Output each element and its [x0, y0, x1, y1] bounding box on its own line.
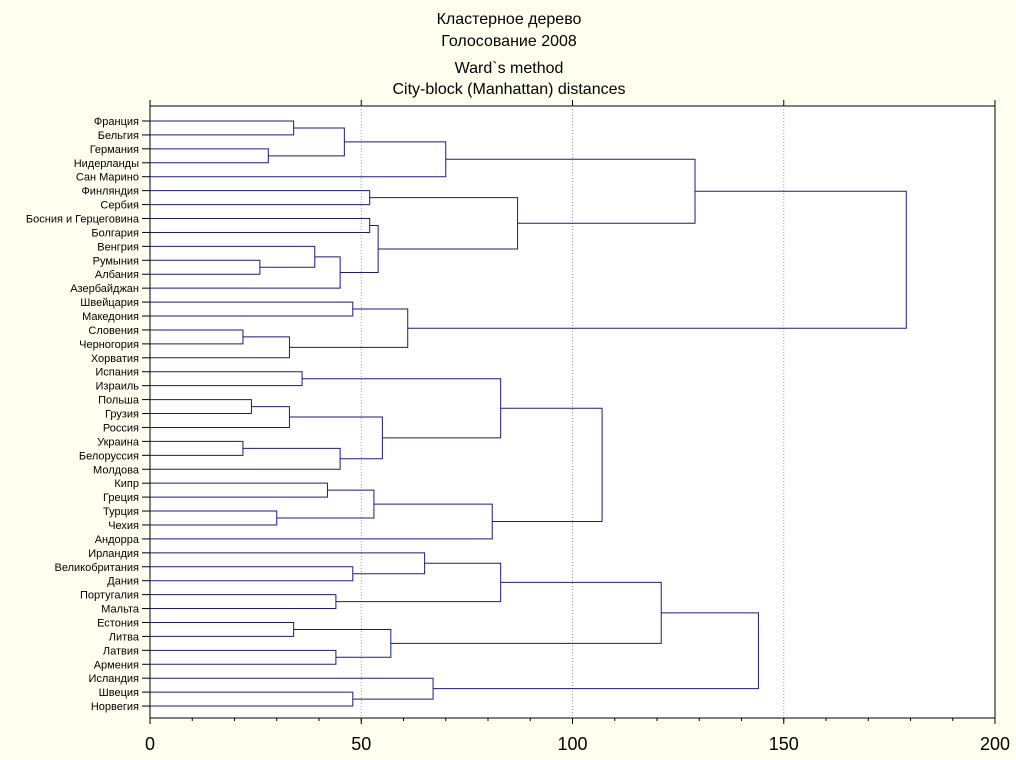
leaf-label: Чехия [108, 520, 139, 532]
dendrogram-link-m29 [492, 407, 603, 522]
leaf-label: Финляндия [81, 186, 139, 198]
chart-title-line-3: Ward`s method [455, 60, 564, 77]
leaf-label: Литва [109, 631, 140, 643]
leaf-label: Румыния [93, 255, 139, 267]
leaf-label: Мальта [101, 604, 140, 616]
leaf-label: Украина [97, 436, 140, 448]
leaf-label: Албания [95, 269, 139, 281]
chart-title-line-4: City-block (Manhattan) distances [393, 81, 626, 98]
leaf-label: Исландия [88, 673, 139, 685]
x-tick-label: 150 [769, 734, 799, 754]
leaf-label: Словения [88, 325, 139, 337]
leaf-label: Болгария [91, 227, 139, 239]
leaf-label: Россия [103, 422, 139, 434]
leaf-label: Сан Марино [76, 172, 139, 184]
x-tick-label: 50 [351, 734, 371, 754]
leaf-label: Нидерланды [74, 158, 139, 170]
leaf-label: Сербия [100, 200, 139, 212]
leaf-label: Черногория [79, 339, 139, 351]
leaf-label: Турция [103, 506, 139, 518]
leaf-label: Азербайджан [70, 283, 139, 295]
grid-lines [360, 106, 785, 718]
x-axis: 0 50 100 150 200 [145, 100, 1010, 754]
leaf-label: Бельгия [98, 130, 139, 142]
leaf-label: Венгрия [97, 241, 139, 253]
leaf-label: Германия [90, 144, 139, 156]
dendrogram-links [150, 120, 907, 707]
leaf-label: Швеция [99, 687, 139, 699]
x-tick-label: 100 [557, 734, 587, 754]
dendrogram-link-m40 [433, 612, 759, 690]
leaf-label: Польша [98, 395, 140, 407]
leaf-labels: Франция Бельгия Германия Нидерланды Сан Мари… [26, 116, 150, 713]
leaf-label: Ирландия [88, 548, 139, 560]
leaf-label: Латвия [103, 645, 139, 657]
chart-title-line-1: Кластерное дерево [437, 11, 582, 28]
leaf-label: Кипр [114, 478, 139, 490]
leaf-label: Дания [107, 576, 139, 588]
leaf-label: Израиль [96, 381, 140, 393]
leaf-label: Хорватия [91, 353, 139, 365]
leaf-label: Македония [82, 311, 139, 323]
leaf-label: Андорра [95, 534, 140, 546]
leaf-label: Молдова [93, 464, 140, 476]
leaf-label: Босния и Герцеговина [26, 214, 140, 226]
x-tick-label: 200 [980, 734, 1010, 754]
leaf-label: Швейцария [80, 297, 139, 309]
leaf-label: Испания [95, 367, 139, 379]
leaf-label: Белоруссия [79, 450, 139, 462]
leaf-label: Великобритания [55, 562, 140, 574]
leaf-label: Португалия [80, 590, 139, 602]
leaf-label: Норвегия [91, 701, 139, 713]
leaf-label: Естония [97, 617, 139, 629]
leaf-label: Грузия [105, 409, 139, 421]
leaf-label: Греция [103, 492, 139, 504]
dendrogram-link-m17 [407, 190, 907, 329]
chart-title-line-2: Голосование 2008 [441, 33, 577, 50]
leaf-label: Армения [94, 659, 139, 671]
x-tick-label: 0 [145, 734, 155, 754]
leaf-label: Франция [94, 116, 139, 128]
